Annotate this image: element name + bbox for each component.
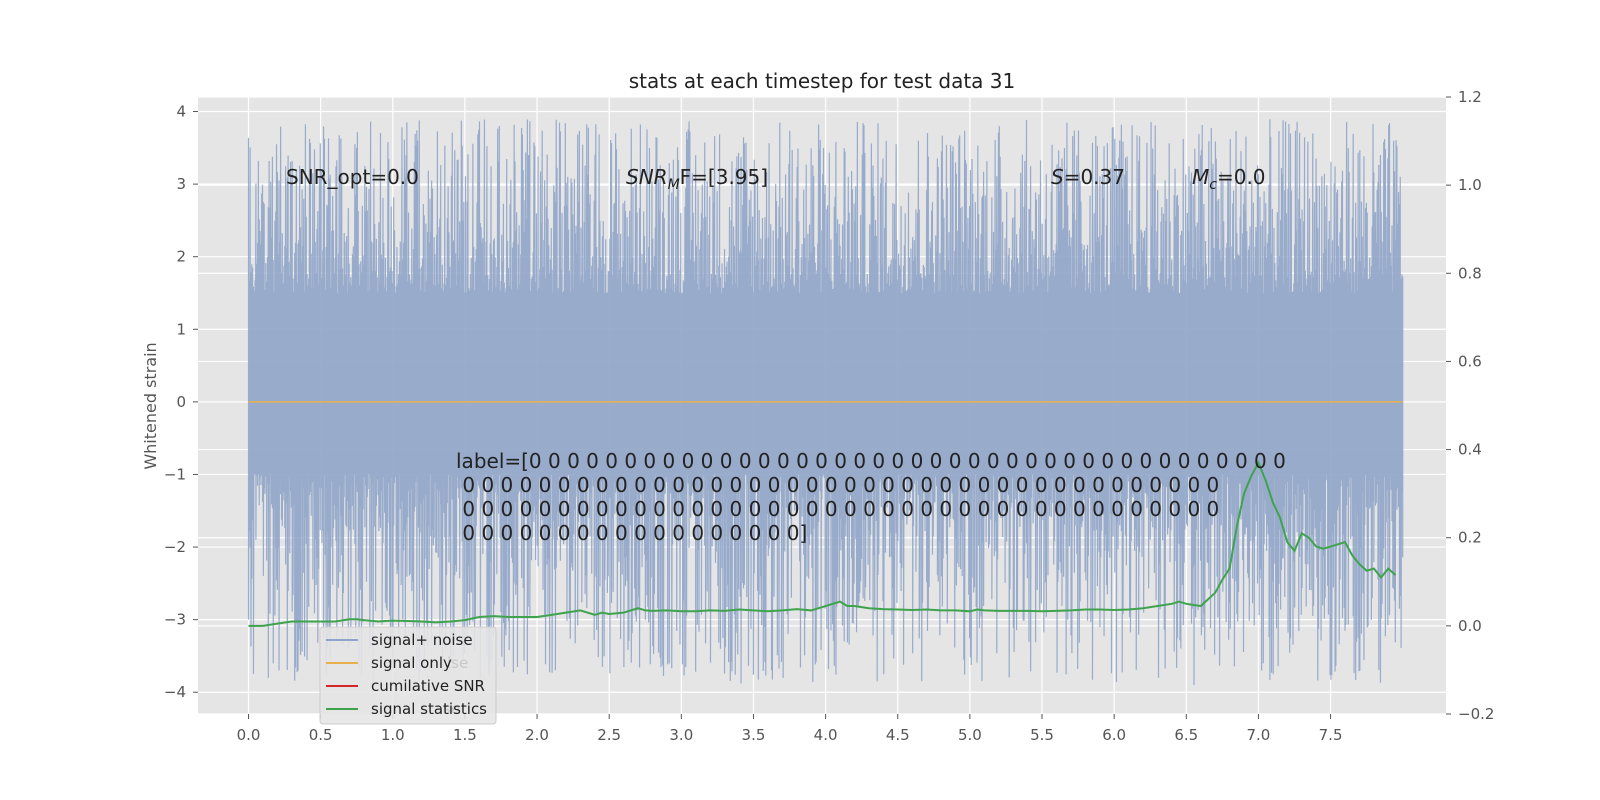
legend-ghost-2: se bbox=[443, 700, 460, 718]
y-tick-label: 0 bbox=[176, 393, 186, 411]
x-tick-label: 3.0 bbox=[669, 726, 693, 744]
axes: 0.0 0.5 1.0 1.5 2.0 2.5 3.0 3.5 4.0 4.5 5.0 5.5 6.0 6… bbox=[164, 88, 1495, 744]
y-tick-label: −1 bbox=[164, 465, 186, 483]
series-signal-noise bbox=[247, 119, 1404, 685]
annotation-label-line-1: label=[0 0 0 0 0 0 0 0 0 0 0 0 0 0 0 0 0… bbox=[456, 449, 1286, 473]
y-tick-label: −3 bbox=[164, 611, 186, 629]
x-tick-label: 7.0 bbox=[1247, 726, 1271, 744]
y2-tick-label: 1.0 bbox=[1458, 176, 1482, 194]
signal-statistics-line bbox=[248, 460, 1397, 627]
noise-trace bbox=[247, 119, 1404, 685]
annotation-label-line-4: 0 0 0 0 0 0 0 0 0 0 0 0 0 0 0 0 0 0] bbox=[456, 521, 807, 545]
y2-tick-label: 0.4 bbox=[1458, 441, 1482, 459]
y-tick-label: 4 bbox=[176, 103, 186, 121]
y2-tick-label: 0.8 bbox=[1458, 264, 1482, 282]
y-tick-label: 2 bbox=[176, 248, 186, 266]
x-tick-label: 4.0 bbox=[814, 726, 838, 744]
x-tick-label: 3.5 bbox=[742, 726, 766, 744]
annotation-mc: Mc=0.0 bbox=[1192, 165, 1266, 193]
x-tick-label: 6.0 bbox=[1102, 726, 1126, 744]
y2-tick-label: 0.6 bbox=[1458, 352, 1482, 370]
x-tick-label: 1.5 bbox=[453, 726, 477, 744]
y2-tick-label: 0.2 bbox=[1458, 529, 1482, 547]
x-tick-label: 4.5 bbox=[886, 726, 910, 744]
x-tick-label: 0.0 bbox=[237, 726, 261, 744]
annotation-snr-mf: SNRMF=[3.95] bbox=[626, 165, 768, 193]
annotation-snr-opt: SNR_opt=0.0 bbox=[286, 165, 419, 189]
chart-title: stats at each timestep for test data 31 bbox=[629, 69, 1015, 93]
x-tick-label: 5.0 bbox=[958, 726, 982, 744]
y-tick-label: −2 bbox=[164, 538, 186, 556]
x-tick-label: 0.5 bbox=[309, 726, 333, 744]
annotation-label-line-2: 0 0 0 0 0 0 0 0 0 0 0 0 0 0 0 0 0 0 0 0 … bbox=[456, 473, 1219, 497]
legend-entry-signal-noise: signal+ noise bbox=[326, 631, 473, 649]
annotation-s-base: S bbox=[1051, 165, 1064, 189]
annotation-snr-mf-base: SNR bbox=[626, 165, 668, 189]
x-tick-label: 1.0 bbox=[381, 726, 405, 744]
legend-entry-signal-statistics: signal statistics bbox=[326, 700, 487, 718]
annotation-mc-sub: c bbox=[1209, 177, 1217, 193]
y-tick-label: 1 bbox=[176, 320, 186, 338]
annotation-snr-mf-sub: M bbox=[668, 177, 680, 193]
annotation-s-rest: =0.37 bbox=[1064, 165, 1125, 189]
y2-tick-label: −0.2 bbox=[1458, 705, 1494, 723]
x-tick-label: 7.5 bbox=[1319, 726, 1343, 744]
annotation-label-line-3: 0 0 0 0 0 0 0 0 0 0 0 0 0 0 0 0 0 0 0 0 … bbox=[456, 497, 1219, 521]
x-tick-label: 6.5 bbox=[1174, 726, 1198, 744]
legend-label-signal-statistics: signal statistics bbox=[371, 700, 487, 718]
legend-entry-cumilative-snr: cumilative SNR bbox=[326, 677, 485, 695]
y-axis-label: Whitened strain bbox=[141, 342, 160, 469]
x-tick-label: 5.5 bbox=[1030, 726, 1054, 744]
legend-label-cumilative-snr: cumilative SNR bbox=[371, 677, 485, 695]
annotations: SNR_opt=0.0 SNRMF=[3.95] S=0.37 Mc=0.0 l… bbox=[286, 165, 1286, 545]
x-tick-label: 2.0 bbox=[525, 726, 549, 744]
legend-entry-signal-only: signal only bbox=[326, 654, 452, 672]
legend-ghost-1: ise bbox=[447, 654, 468, 672]
y-tick-label: −4 bbox=[164, 683, 186, 701]
series-signal-statistics bbox=[248, 460, 1397, 627]
y-tick-label: 3 bbox=[176, 175, 186, 193]
y2-tick-label: 1.2 bbox=[1458, 88, 1482, 106]
x-tick-label: 2.5 bbox=[597, 726, 621, 744]
legend-label-signal-only: signal only bbox=[371, 654, 452, 672]
annotation-mc-base: M bbox=[1192, 165, 1209, 189]
annotation-snr-mf-rest: F=[3.95] bbox=[680, 165, 768, 189]
annotation-s-value: S=0.37 bbox=[1051, 165, 1125, 189]
legend-box bbox=[319, 626, 497, 725]
legend-label-signal-noise: signal+ noise bbox=[371, 631, 473, 649]
y2-tick-label: 0.0 bbox=[1458, 617, 1482, 635]
annotation-mc-rest: =0.0 bbox=[1217, 165, 1266, 189]
legend: ise se signal+ noise signal only cumilat… bbox=[319, 626, 497, 725]
